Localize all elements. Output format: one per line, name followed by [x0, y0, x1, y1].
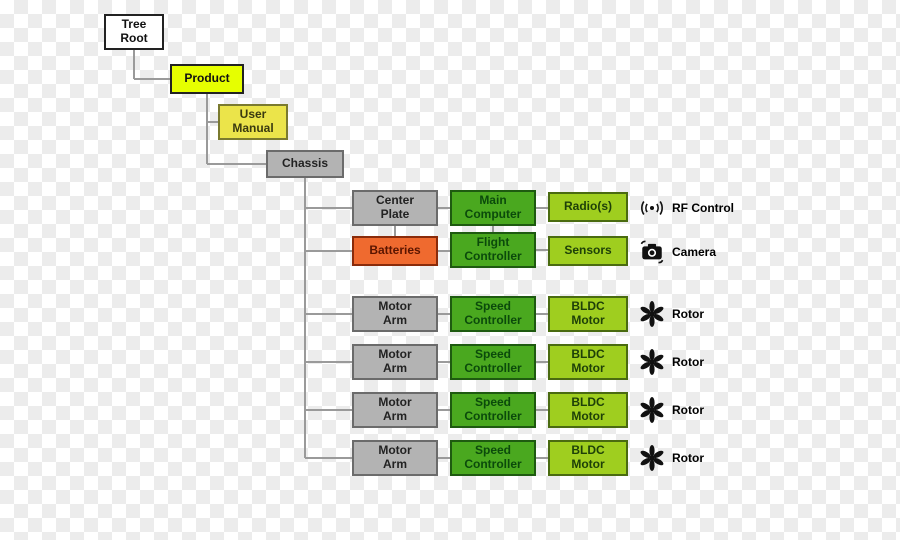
node-bldc2: BLDC Motor: [548, 344, 628, 380]
annotation-cam: Camera: [638, 238, 716, 266]
node-arm1: Motor Arm: [352, 296, 438, 332]
node-center: Center Plate: [352, 190, 438, 226]
node-root: Tree Root: [104, 14, 164, 50]
node-sensors: Sensors: [548, 236, 628, 266]
node-arm3: Motor Arm: [352, 392, 438, 428]
annotation-label: Rotor: [672, 451, 704, 465]
node-arm4: Motor Arm: [352, 440, 438, 476]
rf-icon: [638, 194, 666, 222]
rotor-icon: [638, 444, 666, 472]
node-radios: Radio(s): [548, 192, 628, 222]
node-product: Product: [170, 64, 244, 94]
rotor-icon: [638, 396, 666, 424]
node-sc2: Speed Controller: [450, 344, 536, 380]
node-flight: Flight Controller: [450, 232, 536, 268]
node-bldc4: BLDC Motor: [548, 440, 628, 476]
annotation-rf: RF Control: [638, 194, 734, 222]
annotation-rot4: Rotor: [638, 444, 704, 472]
node-sc3: Speed Controller: [450, 392, 536, 428]
annotation-rot3: Rotor: [638, 396, 704, 424]
rotor-icon: [638, 300, 666, 328]
node-maincpu: Main Computer: [450, 190, 536, 226]
node-manual: User Manual: [218, 104, 288, 140]
camera-icon: [638, 238, 666, 266]
node-chassis: Chassis: [266, 150, 344, 178]
annotation-label: Rotor: [672, 403, 704, 417]
annotation-label: Rotor: [672, 307, 704, 321]
node-bldc3: BLDC Motor: [548, 392, 628, 428]
annotation-label: Camera: [672, 245, 716, 259]
node-arm2: Motor Arm: [352, 344, 438, 380]
node-sc1: Speed Controller: [450, 296, 536, 332]
annotation-rot2: Rotor: [638, 348, 704, 376]
annotation-label: Rotor: [672, 355, 704, 369]
annotation-rot1: Rotor: [638, 300, 704, 328]
node-bldc1: BLDC Motor: [548, 296, 628, 332]
node-sc4: Speed Controller: [450, 440, 536, 476]
rotor-icon: [638, 348, 666, 376]
annotation-label: RF Control: [672, 201, 734, 215]
node-batt: Batteries: [352, 236, 438, 266]
